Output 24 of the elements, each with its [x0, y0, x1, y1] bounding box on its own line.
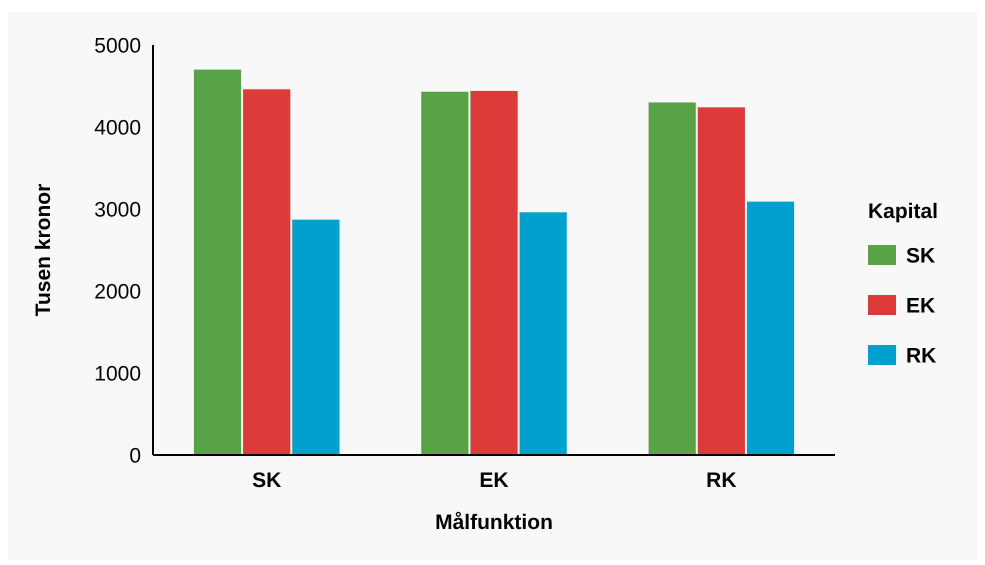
bar: [698, 107, 745, 455]
bar: [648, 102, 696, 455]
legend-label: EK: [906, 294, 936, 318]
y-tick-label: 3000: [94, 198, 141, 222]
x-tick-label: EK: [479, 469, 509, 492]
bar: [421, 92, 468, 455]
y-tick-label: 2000: [94, 280, 141, 304]
x-tick-label: RK: [706, 469, 737, 492]
y-tick-label: 5000: [94, 34, 141, 58]
y-axis-title: Tusen kronor: [32, 184, 55, 316]
bar: [746, 202, 794, 455]
bar: [520, 212, 567, 455]
x-tick-label: SK: [252, 469, 282, 492]
bar: [292, 220, 340, 455]
y-tick-label: 1000: [94, 362, 141, 386]
y-tick-label: 4000: [94, 116, 141, 140]
legend-label: SK: [906, 244, 936, 268]
bar: [194, 70, 242, 455]
bar: [243, 89, 290, 455]
legend-label: RK: [906, 344, 936, 368]
y-tick-label: 0: [129, 444, 141, 468]
legend-title: Kapital: [868, 200, 938, 223]
x-axis-title: Målfunktion: [435, 511, 553, 534]
bar: [470, 90, 518, 455]
